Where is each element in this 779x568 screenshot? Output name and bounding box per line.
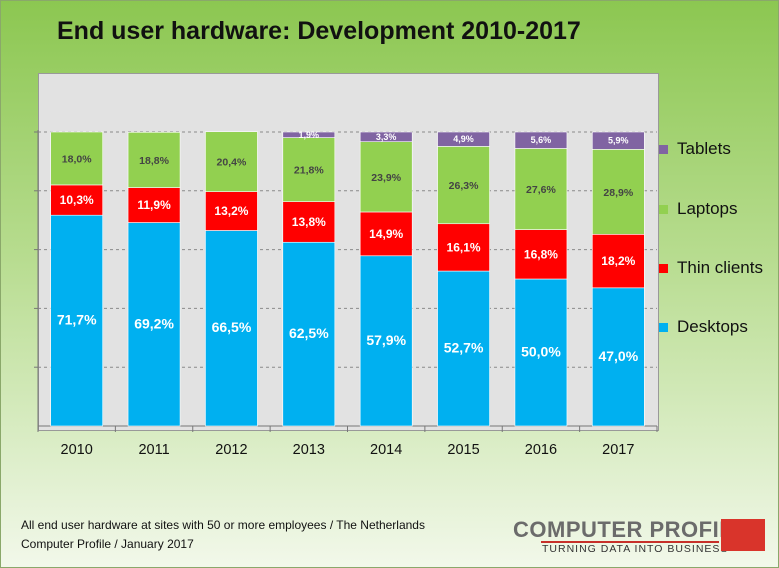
data-label-laptops-2014: 23,9% xyxy=(371,172,401,184)
footnote-source: All end user hardware at sites with 50 o… xyxy=(21,518,425,532)
data-label-thin-clients-2011: 11,9% xyxy=(137,198,171,212)
data-label-thin-clients-2012: 13,2% xyxy=(214,204,248,218)
logo-underline xyxy=(541,541,719,543)
data-label-desktops-2012: 66,5% xyxy=(212,319,252,335)
x-tick-label-2015: 2015 xyxy=(447,442,479,458)
data-label-laptops-2015: 26,3% xyxy=(449,180,479,192)
bar-tablets-2016 xyxy=(514,131,568,149)
bar-thin-clients-2011 xyxy=(127,187,181,223)
bar-desktops-2016 xyxy=(514,278,568,427)
bar-thin-clients-2016 xyxy=(514,229,568,280)
footnote-credit: Computer Profile / January 2017 xyxy=(21,537,194,551)
bar-desktops-2017 xyxy=(592,287,645,427)
legend-label-thin-clients: Thin clients xyxy=(677,258,763,277)
x-tick-label-2017: 2017 xyxy=(602,442,634,458)
data-label-tablets-2017: 5,9% xyxy=(608,136,629,146)
legend-swatch-desktops xyxy=(659,323,668,332)
bar-laptops-2016 xyxy=(514,148,568,230)
logo-mark-icon xyxy=(721,519,765,551)
bar-tablets-2017 xyxy=(592,131,645,150)
bar-thin-clients-2012 xyxy=(205,191,258,231)
x-tick-label-2011: 2011 xyxy=(138,442,169,458)
x-tick-label-2013: 2013 xyxy=(293,442,325,458)
logo-tagline: TURNING DATA INTO BUSINESS xyxy=(542,543,729,555)
legend-swatch-tablets xyxy=(659,145,668,154)
legend-label-desktops: Desktops xyxy=(677,317,748,336)
bar-desktops-2010 xyxy=(50,214,103,427)
bar-thin-clients-2014 xyxy=(359,211,413,257)
data-label-tablets-2015: 4,9% xyxy=(453,134,474,144)
bar-laptops-2010 xyxy=(50,131,103,186)
x-tick-label-2016: 2016 xyxy=(525,442,557,458)
data-label-tablets-2014: 3,3% xyxy=(376,132,397,142)
data-label-desktops-2011: 69,2% xyxy=(134,315,174,331)
data-label-desktops-2016: 50,0% xyxy=(521,344,561,360)
bar-laptops-2017 xyxy=(592,149,645,235)
bar-tablets-2015 xyxy=(437,131,490,147)
bar-desktops-2013 xyxy=(282,241,336,427)
data-label-laptops-2017: 28,9% xyxy=(603,187,633,199)
data-label-thin-clients-2017: 18,2% xyxy=(601,254,635,268)
bar-laptops-2015 xyxy=(437,146,490,225)
data-label-thin-clients-2016: 16,8% xyxy=(524,247,558,261)
bar-laptops-2011 xyxy=(127,131,181,188)
bar-desktops-2011 xyxy=(127,222,181,427)
bar-desktops-2015 xyxy=(437,270,490,427)
legend-swatch-thin-clients xyxy=(659,264,668,273)
x-tick-label-2012: 2012 xyxy=(215,442,247,458)
data-label-laptops-2016: 27,6% xyxy=(526,184,556,196)
bar-tablets-2013 xyxy=(282,131,336,138)
bar-laptops-2014 xyxy=(359,141,413,213)
chart-title: End user hardware: Development 2010-2017 xyxy=(57,17,581,45)
logo-name: COMPUTER PROFILE xyxy=(513,517,749,542)
data-label-desktops-2010: 71,7% xyxy=(57,312,97,328)
bar-desktops-2012 xyxy=(205,230,258,427)
data-label-laptops-2013: 21,8% xyxy=(294,165,324,177)
data-label-thin-clients-2013: 13,8% xyxy=(292,215,326,229)
bar-tablets-2014 xyxy=(359,131,413,143)
legend-label-laptops: Laptops xyxy=(677,199,738,218)
data-label-laptops-2010: 18,0% xyxy=(62,153,92,165)
bar-desktops-2014 xyxy=(359,255,413,427)
data-label-tablets-2013: 1,9% xyxy=(299,130,320,140)
data-label-laptops-2011: 18,8% xyxy=(139,155,169,167)
bar-thin-clients-2015 xyxy=(437,223,490,272)
data-label-laptops-2012: 20,4% xyxy=(217,157,247,169)
legend-label-tablets: Tablets xyxy=(677,139,731,158)
x-tick-label-2010: 2010 xyxy=(61,442,93,458)
data-label-thin-clients-2014: 14,9% xyxy=(369,227,403,241)
legend-swatch-laptops xyxy=(659,205,668,214)
data-label-tablets-2016: 5,6% xyxy=(531,135,552,145)
x-tick-label-2014: 2014 xyxy=(370,442,402,458)
data-label-desktops-2013: 62,5% xyxy=(289,325,329,341)
data-label-desktops-2014: 57,9% xyxy=(366,332,406,348)
bar-laptops-2012 xyxy=(205,131,258,192)
data-label-thin-clients-2010: 10,3% xyxy=(60,193,94,207)
data-label-desktops-2017: 47,0% xyxy=(598,348,638,364)
data-label-desktops-2015: 52,7% xyxy=(444,340,484,356)
data-label-thin-clients-2015: 16,1% xyxy=(447,240,481,254)
